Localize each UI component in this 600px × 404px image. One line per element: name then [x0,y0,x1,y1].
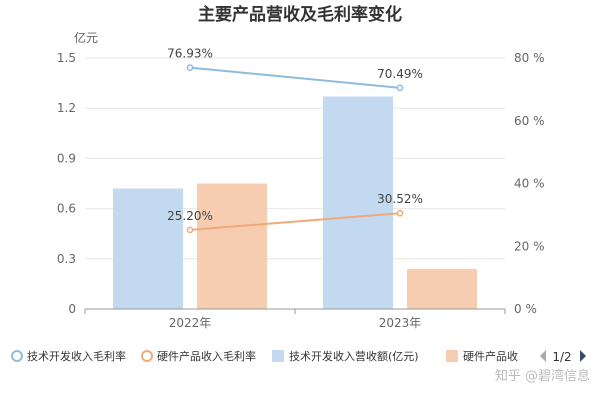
legend-page-indicator: 1/2 [552,350,571,364]
left-tick-label: 1.2 [57,101,76,115]
left-tick-label: 0.3 [57,252,76,266]
chart-title: 主要产品营收及毛利率变化 [198,4,402,25]
left-tick-label: 1.5 [57,51,76,65]
bar [323,96,393,309]
series-line [189,66,401,89]
triangle-right-icon[interactable] [580,350,586,362]
bars-layer [113,96,477,309]
legend-label: 技术开发收入营收额(亿元) [289,349,419,363]
right-tick-label: 40 % [514,177,545,191]
legend-marker-line [141,350,153,362]
data-label: 70.49% [377,67,423,81]
x-tick-label: 2022年 [169,316,212,330]
line-point [396,209,404,217]
data-label: 76.93% [167,47,213,61]
bar [113,188,183,309]
series-line [189,212,401,231]
left-tick-label: 0.6 [57,202,76,216]
data-label: 30.52% [377,192,423,206]
bar [407,268,477,309]
legend-marker-line [11,350,23,362]
lines-layer: 76.93% 70.49% 25.20% 30.52% [167,47,423,234]
data-label: 25.20% [167,209,213,223]
axis-layer: 0 0.3 0.6 0.9 1.2 1.5 0 % 20 % 40 % 60 % 80 % 2022年… [57,51,545,330]
x-tick-label: 2023年 [379,316,422,330]
left-axis-label: 亿元 [74,30,98,45]
line-point [396,84,404,92]
left-tick-label: 0 [68,302,76,316]
right-tick-label: 60 % [514,114,545,128]
legend: 技术开发收入毛利率 硬件产品收入毛利率 技术开发收入营收额(亿元) 硬件产品收 1/2 [11,349,586,364]
triangle-left-icon[interactable] [540,350,546,362]
right-tick-label: 80 % [514,51,545,65]
legend-label: 硬件产品收 [463,349,518,363]
line-point [186,64,194,71]
legend-marker-bar [446,350,458,362]
legend-label: 技术开发收入毛利率 [27,349,126,363]
left-tick-label: 0.9 [57,151,76,165]
right-tick-label: 0 % [514,302,537,316]
right-tick-label: 20 % [514,239,545,253]
legend-marker-bar [272,350,284,362]
watermark: 知乎 @碧湾信息 [495,368,590,384]
legend-label: 硬件产品收入毛利率 [157,349,256,363]
bar [197,183,267,309]
line-point [186,226,194,234]
